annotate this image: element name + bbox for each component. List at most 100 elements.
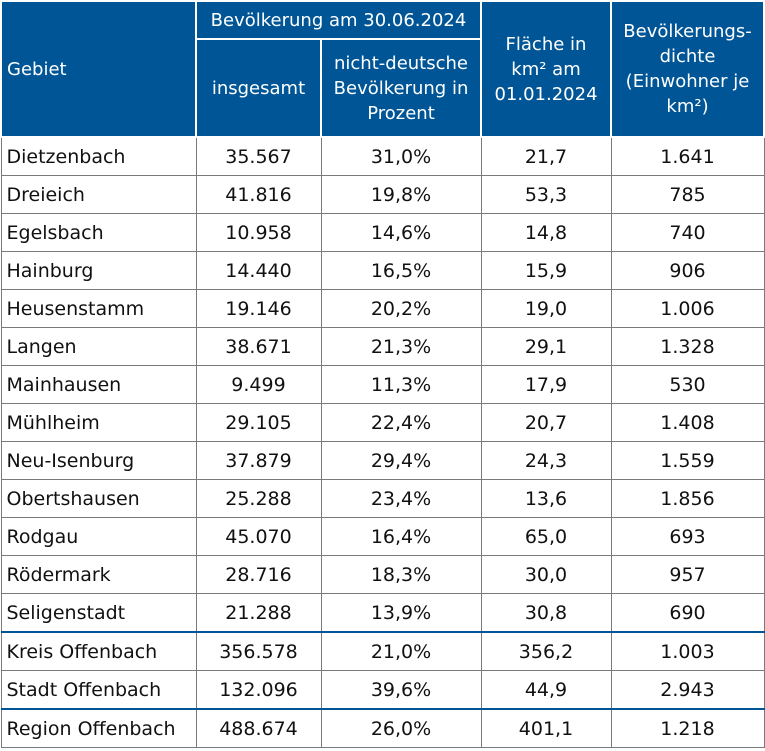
- cell-insgesamt: 21.288: [195, 593, 322, 633]
- cell-flaeche: 65,0: [480, 517, 612, 556]
- cell-insgesamt: 45.070: [195, 517, 322, 556]
- table-row: Rödermark 28.716 18,3% 30,0 957: [0, 555, 765, 594]
- cell-nichtdeutsch: 18,3%: [320, 555, 482, 594]
- cell-nichtdeutsch: 16,5%: [320, 251, 482, 290]
- cell-flaeche: 19,0: [480, 289, 612, 328]
- header-dichte: Bevölkerungs-dichte (Einwohner je km²): [610, 0, 765, 138]
- cell-dichte: 2.943: [610, 670, 765, 710]
- table-body: Dietzenbach 35.567 31,0% 21,7 1.641 Drei…: [0, 136, 765, 748]
- cell-name: Mainhausen: [0, 365, 197, 404]
- table-row: Mainhausen 9.499 11,3% 17,9 530: [0, 365, 765, 404]
- header-population-group: Bevölkerung am 30.06.2024: [195, 0, 482, 40]
- cell-insgesamt: 25.288: [195, 479, 322, 518]
- cell-insgesamt: 14.440: [195, 251, 322, 290]
- header-insgesamt: insgesamt: [195, 38, 322, 138]
- cell-flaeche: 356,2: [480, 631, 612, 671]
- table-row: Neu-Isenburg 37.879 29,4% 24,3 1.559: [0, 441, 765, 480]
- cell-insgesamt: 132.096: [195, 670, 322, 710]
- cell-flaeche: 20,7: [480, 403, 612, 442]
- cell-name: Obertshausen: [0, 479, 197, 518]
- table-row: Mühlheim 29.105 22,4% 20,7 1.408: [0, 403, 765, 442]
- cell-flaeche: 13,6: [480, 479, 612, 518]
- header-nicht-deutsche: nicht-deutsche Bevölkerung in Prozent: [320, 38, 482, 138]
- cell-flaeche: 44,9: [480, 670, 612, 710]
- cell-nichtdeutsch: 22,4%: [320, 403, 482, 442]
- cell-dichte: 1.328: [610, 327, 765, 366]
- cell-name: Heusenstamm: [0, 289, 197, 328]
- table-row: Dietzenbach 35.567 31,0% 21,7 1.641: [0, 136, 765, 176]
- cell-dichte: 1.641: [610, 136, 765, 176]
- cell-flaeche: 53,3: [480, 175, 612, 214]
- cell-nichtdeutsch: 21,0%: [320, 631, 482, 671]
- table-row: Rodgau 45.070 16,4% 65,0 693: [0, 517, 765, 556]
- cell-nichtdeutsch: 39,6%: [320, 670, 482, 710]
- cell-name: Neu-Isenburg: [0, 441, 197, 480]
- cell-name: Langen: [0, 327, 197, 366]
- cell-insgesamt: 41.816: [195, 175, 322, 214]
- cell-insgesamt: 10.958: [195, 213, 322, 252]
- cell-name: Rodgau: [0, 517, 197, 556]
- cell-flaeche: 21,7: [480, 136, 612, 176]
- table-row: Dreieich 41.816 19,8% 53,3 785: [0, 175, 765, 214]
- cell-nichtdeutsch: 26,0%: [320, 708, 482, 748]
- cell-insgesamt: 37.879: [195, 441, 322, 480]
- cell-dichte: 693: [610, 517, 765, 556]
- cell-name: Seligenstadt: [0, 593, 197, 633]
- cell-nichtdeutsch: 11,3%: [320, 365, 482, 404]
- table-row: Langen 38.671 21,3% 29,1 1.328: [0, 327, 765, 366]
- cell-name: Region Offenbach: [0, 708, 197, 748]
- cell-dichte: 785: [610, 175, 765, 214]
- cell-flaeche: 24,3: [480, 441, 612, 480]
- cell-insgesamt: 19.146: [195, 289, 322, 328]
- cell-name: Stadt Offenbach: [0, 670, 197, 710]
- table-row-kreis: Kreis Offenbach 356.578 21,0% 356,2 1.00…: [0, 631, 765, 671]
- table-row: Hainburg 14.440 16,5% 15,9 906: [0, 251, 765, 290]
- cell-flaeche: 401,1: [480, 708, 612, 748]
- cell-flaeche: 30,0: [480, 555, 612, 594]
- table-row: Seligenstadt 21.288 13,9% 30,8 690: [0, 593, 765, 633]
- cell-name: Kreis Offenbach: [0, 631, 197, 671]
- cell-dichte: 1.003: [610, 631, 765, 671]
- table-row: Obertshausen 25.288 23,4% 13,6 1.856: [0, 479, 765, 518]
- cell-name: Dreieich: [0, 175, 197, 214]
- cell-name: Egelsbach: [0, 213, 197, 252]
- cell-name: Rödermark: [0, 555, 197, 594]
- cell-insgesamt: 488.674: [195, 708, 322, 748]
- cell-nichtdeutsch: 29,4%: [320, 441, 482, 480]
- cell-dichte: 740: [610, 213, 765, 252]
- cell-dichte: 906: [610, 251, 765, 290]
- cell-flaeche: 15,9: [480, 251, 612, 290]
- cell-insgesamt: 28.716: [195, 555, 322, 594]
- cell-nichtdeutsch: 23,4%: [320, 479, 482, 518]
- cell-dichte: 1.559: [610, 441, 765, 480]
- table-row: Egelsbach 10.958 14,6% 14,8 740: [0, 213, 765, 252]
- cell-dichte: 530: [610, 365, 765, 404]
- cell-insgesamt: 35.567: [195, 136, 322, 176]
- cell-flaeche: 30,8: [480, 593, 612, 633]
- cell-dichte: 1.856: [610, 479, 765, 518]
- table-header: Gebiet Bevölkerung am 30.06.2024 Fläche …: [0, 0, 765, 138]
- cell-insgesamt: 29.105: [195, 403, 322, 442]
- cell-insgesamt: 38.671: [195, 327, 322, 366]
- cell-name: Hainburg: [0, 251, 197, 290]
- cell-nichtdeutsch: 21,3%: [320, 327, 482, 366]
- cell-dichte: 690: [610, 593, 765, 633]
- cell-nichtdeutsch: 14,6%: [320, 213, 482, 252]
- cell-name: Mühlheim: [0, 403, 197, 442]
- cell-insgesamt: 356.578: [195, 631, 322, 671]
- table-row-stadt: Stadt Offenbach 132.096 39,6% 44,9 2.943: [0, 670, 765, 710]
- cell-nichtdeutsch: 13,9%: [320, 593, 482, 633]
- cell-flaeche: 14,8: [480, 213, 612, 252]
- cell-nichtdeutsch: 31,0%: [320, 136, 482, 176]
- table-row-region: Region Offenbach 488.674 26,0% 401,1 1.2…: [0, 708, 765, 748]
- table-row: Heusenstamm 19.146 20,2% 19,0 1.006: [0, 289, 765, 328]
- cell-nichtdeutsch: 20,2%: [320, 289, 482, 328]
- header-flaeche: Fläche in km² am 01.01.2024: [480, 0, 612, 138]
- cell-dichte: 1.408: [610, 403, 765, 442]
- cell-dichte: 1.218: [610, 708, 765, 748]
- cell-nichtdeutsch: 16,4%: [320, 517, 482, 556]
- cell-name: Dietzenbach: [0, 136, 197, 176]
- header-gebiet: Gebiet: [0, 0, 197, 138]
- cell-dichte: 1.006: [610, 289, 765, 328]
